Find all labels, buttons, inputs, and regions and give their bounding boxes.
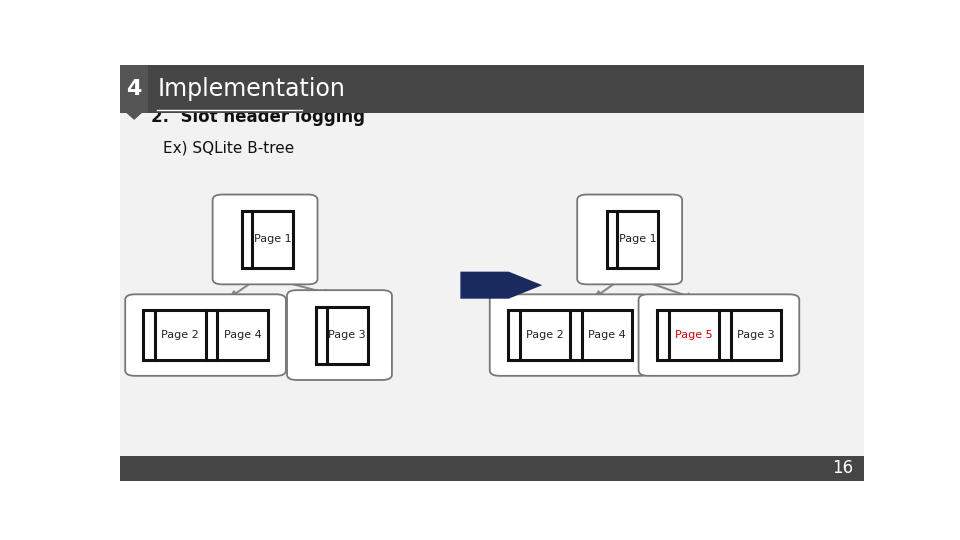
Text: 2.  Slot header logging: 2. Slot header logging <box>152 108 365 126</box>
Bar <box>120 456 864 481</box>
FancyBboxPatch shape <box>577 194 683 285</box>
Text: Page 4: Page 4 <box>224 330 261 340</box>
Text: Page 2: Page 2 <box>526 330 564 340</box>
Text: Ex) SQLite B-tree: Ex) SQLite B-tree <box>163 140 295 156</box>
Text: 4: 4 <box>127 79 142 99</box>
Text: Page 2: Page 2 <box>161 330 200 340</box>
Text: Page 4: Page 4 <box>588 330 626 340</box>
FancyBboxPatch shape <box>638 294 800 376</box>
Bar <box>143 310 268 360</box>
Polygon shape <box>126 113 142 120</box>
Text: Page 3: Page 3 <box>737 330 775 340</box>
Bar <box>120 65 148 113</box>
Text: 16: 16 <box>831 459 852 477</box>
Bar <box>120 65 864 113</box>
FancyBboxPatch shape <box>287 290 392 380</box>
Bar <box>508 310 633 360</box>
Text: Page 1: Page 1 <box>618 234 656 245</box>
Bar <box>317 307 368 363</box>
FancyBboxPatch shape <box>490 294 651 376</box>
Text: Page 1: Page 1 <box>254 234 292 245</box>
Text: Page 5: Page 5 <box>675 330 712 340</box>
FancyBboxPatch shape <box>212 194 318 285</box>
Text: Implementation: Implementation <box>157 77 345 100</box>
Bar <box>242 211 294 268</box>
Bar <box>120 113 864 456</box>
Bar <box>657 310 781 360</box>
Text: Page 3: Page 3 <box>328 330 366 340</box>
Polygon shape <box>461 272 542 299</box>
Bar <box>607 211 658 268</box>
FancyBboxPatch shape <box>125 294 286 376</box>
